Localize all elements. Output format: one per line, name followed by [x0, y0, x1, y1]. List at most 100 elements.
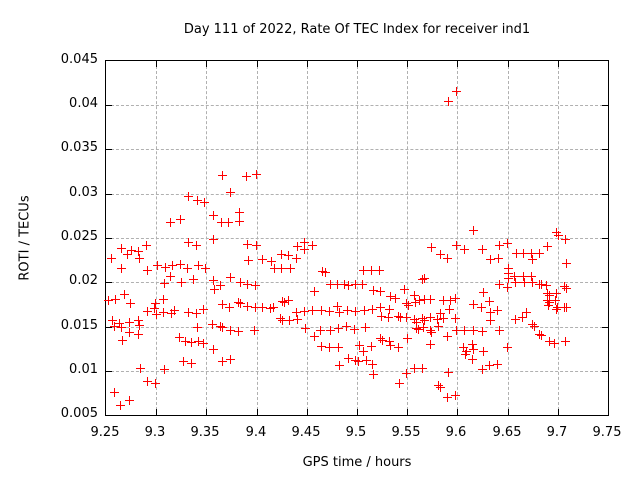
x-tick-mark [508, 61, 509, 67]
data-point [374, 266, 384, 276]
data-point [537, 330, 547, 340]
data-point [550, 338, 560, 348]
data-point [478, 327, 487, 337]
data-point [293, 314, 303, 324]
data-point [504, 274, 514, 284]
x-tick-mark [206, 409, 207, 415]
data-point [215, 281, 225, 291]
data-point [125, 298, 135, 308]
data-point [216, 217, 226, 227]
data-point [552, 289, 562, 299]
y-tick-mark [106, 105, 112, 106]
data-point [445, 296, 455, 306]
x-tick-label: 9.3 [144, 425, 166, 440]
data-point [141, 241, 151, 251]
data-point [225, 354, 235, 364]
data-point [419, 295, 429, 305]
x-tick-mark [206, 61, 207, 67]
data-point [377, 336, 387, 346]
data-point [186, 337, 196, 347]
data-point [450, 314, 460, 324]
data-point [545, 291, 555, 301]
data-point [169, 306, 179, 316]
data-point [450, 391, 460, 401]
data-point [495, 325, 505, 335]
data-point [359, 306, 369, 316]
data-point [335, 307, 345, 317]
data-point [479, 288, 488, 298]
data-point [537, 280, 547, 290]
x-tick-label: 9.4 [245, 425, 267, 440]
data-point [284, 251, 294, 261]
gridline-horizontal [106, 194, 608, 195]
data-point [119, 290, 129, 300]
data-point [438, 314, 448, 324]
data-point [528, 254, 538, 264]
data-point [325, 343, 335, 353]
x-tick-mark [257, 61, 258, 67]
data-point [236, 277, 246, 287]
data-point [562, 283, 572, 293]
data-point [438, 296, 448, 306]
data-point [109, 388, 119, 398]
data-point [504, 268, 514, 278]
data-point [292, 307, 302, 317]
data-point [409, 291, 419, 301]
data-point [160, 262, 170, 272]
data-point [443, 97, 453, 107]
data-point [528, 277, 538, 287]
data-point [357, 279, 367, 289]
data-point [467, 354, 477, 364]
data-point [485, 360, 495, 370]
x-tick-label: 9.35 [190, 425, 220, 440]
data-point [451, 240, 461, 250]
data-point [116, 322, 126, 332]
gridline-horizontal [106, 371, 608, 372]
data-point [308, 240, 318, 250]
x-tick-label: 9.65 [492, 425, 522, 440]
data-point [494, 253, 504, 263]
data-point [510, 272, 520, 282]
data-point [175, 214, 185, 224]
data-point [468, 345, 478, 354]
data-point [134, 253, 144, 263]
x-axis-label: GPS time / hours [302, 455, 412, 470]
data-point [251, 281, 261, 291]
data-point [224, 302, 234, 312]
data-point [459, 245, 469, 254]
y-tick-label: 0.045 [60, 52, 98, 67]
data-point [512, 249, 522, 259]
x-tick-label: 9.25 [90, 425, 120, 440]
data-point [106, 253, 116, 263]
data-point [334, 343, 344, 353]
data-point [486, 254, 496, 264]
data-point [366, 266, 376, 276]
data-point [561, 235, 571, 245]
data-point [183, 237, 193, 247]
data-point [150, 378, 160, 388]
data-point [225, 325, 235, 335]
data-point [442, 392, 452, 402]
data-point [310, 331, 320, 341]
data-point [223, 217, 233, 227]
data-point [358, 266, 368, 276]
data-point [326, 325, 336, 335]
data-point [183, 307, 193, 317]
data-point [419, 274, 429, 284]
data-point [495, 279, 505, 289]
x-tick-mark [156, 61, 157, 67]
data-point [243, 280, 253, 290]
data-point [300, 237, 310, 247]
x-tick-mark [457, 409, 458, 415]
data-point [375, 287, 385, 297]
y-tick-label: 0.04 [69, 96, 98, 111]
x-tick-mark [407, 409, 408, 415]
data-point [258, 254, 268, 264]
data-point [192, 196, 202, 206]
data-point [493, 360, 503, 370]
data-point [269, 303, 279, 313]
data-point [503, 238, 513, 248]
data-point [479, 346, 488, 356]
data-point [460, 350, 470, 360]
data-point [217, 170, 227, 180]
